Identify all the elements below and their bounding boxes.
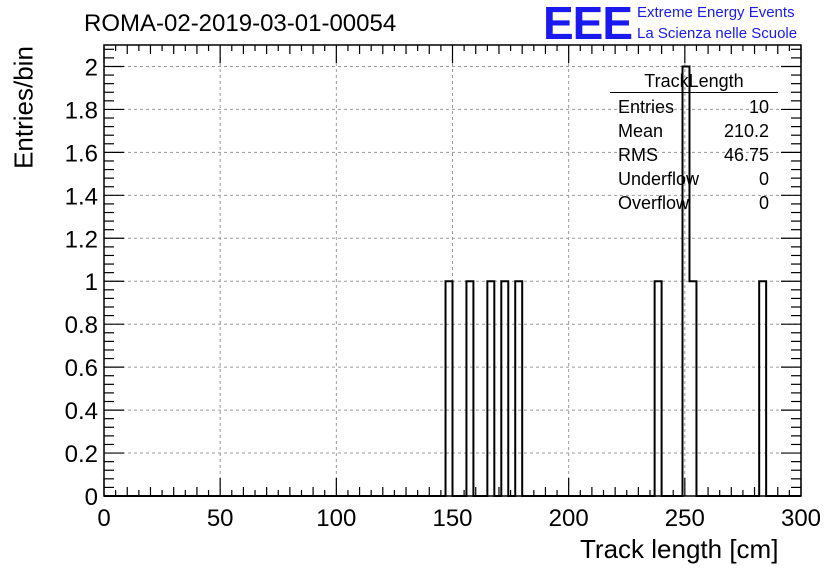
stats-label: Underflow <box>618 169 700 189</box>
stats-value: 0 <box>758 193 769 213</box>
x-tick-label: 250 <box>665 505 705 532</box>
y-tick-label: 1.4 <box>65 183 98 210</box>
x-tick-label: 200 <box>549 505 589 532</box>
stats-label: Mean <box>618 121 664 141</box>
stats-title: TrackLength <box>610 70 778 93</box>
y-tick-label: 1 <box>85 269 98 296</box>
stats-row-rms: RMS 46.75 <box>610 143 778 167</box>
stats-label: RMS <box>618 145 658 165</box>
histogram-bin <box>689 281 696 496</box>
y-tick-label: 1.6 <box>65 140 98 167</box>
y-tick-label: 1.8 <box>65 97 98 124</box>
y-tick-label: 2 <box>85 54 98 81</box>
y-tick-label: 0 <box>85 484 98 511</box>
y-tick-label: 0.6 <box>65 355 98 382</box>
stats-value: 0 <box>758 169 769 189</box>
stats-label: Overflow <box>618 193 690 213</box>
stats-row-underflow: Underflow 0 <box>610 167 778 191</box>
stats-box: TrackLength Entries 10 Mean 210.2 RMS 46… <box>610 70 778 215</box>
logo-subtitle-line1: Extreme Energy Events <box>637 4 795 21</box>
stats-value: 46.75 <box>723 145 769 165</box>
stats-value: 10 <box>748 97 769 117</box>
y-axis-label: Entries/bin <box>8 46 39 169</box>
stats-value: 210.2 <box>723 121 769 141</box>
histogram-outline <box>104 65 801 497</box>
x-tick-label: 0 <box>97 505 110 532</box>
y-tick-label: 0.2 <box>65 441 98 468</box>
y-tick-label: 0.8 <box>65 312 98 339</box>
histogram-bin <box>759 281 766 496</box>
histogram-bin <box>501 281 508 496</box>
y-tick-label: 0.4 <box>65 398 98 425</box>
x-tick-label: 150 <box>432 505 472 532</box>
x-tick-label: 300 <box>781 505 821 532</box>
y-tick-label: 1.2 <box>65 226 98 253</box>
eee-logo: EEE <box>543 0 633 49</box>
stats-row-overflow: Overflow 0 <box>610 191 778 215</box>
chart-title: ROMA-02-2019-03-01-00054 <box>84 10 397 37</box>
histogram-bin <box>466 281 473 496</box>
x-axis-label: Track length [cm] <box>580 534 779 564</box>
histogram-bin <box>515 281 522 496</box>
histogram-bin <box>655 281 662 496</box>
histogram-bin <box>487 281 494 496</box>
stats-label: Entries <box>618 97 675 117</box>
logo-subtitle-line2: La Scienza nelle Scuole <box>637 25 798 42</box>
stats-row-entries: Entries 10 <box>610 95 778 119</box>
x-tick-label: 100 <box>316 505 356 532</box>
histogram-bin <box>446 281 453 496</box>
stats-row-mean: Mean 210.2 <box>610 119 778 143</box>
x-tick-label: 50 <box>207 505 234 532</box>
